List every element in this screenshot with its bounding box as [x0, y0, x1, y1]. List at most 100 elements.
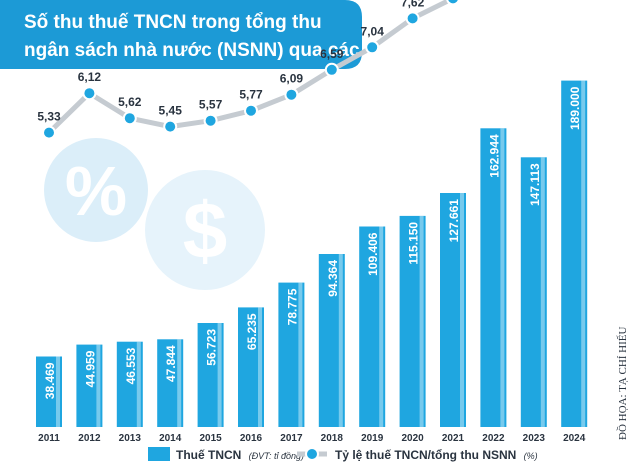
bar-2013: 46.553 [116, 341, 143, 427]
bar-2015: 56.723 [197, 323, 224, 427]
bar-highlight [379, 226, 384, 427]
bar-highlight [581, 80, 586, 427]
bar-2020: 115.150 [399, 215, 426, 427]
legend-line-entry: Tỷ lệ thuế TNCN/tổng thu NSNN (%) [335, 448, 538, 462]
bar-highlight [217, 323, 222, 427]
bar-2011: 38.469 [36, 356, 62, 427]
bar-value-label: 65.235 [245, 313, 259, 350]
bar-highlight [136, 341, 141, 427]
rate-value-label: 5,33 [37, 110, 61, 124]
year-label: 2011 [38, 433, 60, 444]
title-box: Số thu thuế TNCN trong tổng thu ngân sác… [0, 0, 404, 69]
bar-2014: 47.844 [157, 339, 184, 427]
bar-highlight [96, 344, 101, 427]
bar-highlight [298, 282, 303, 427]
rate-value-label: 6,09 [280, 72, 304, 86]
year-label: 2022 [482, 433, 505, 444]
year-label: 2018 [321, 433, 344, 444]
rate-value-label: 7,04 [361, 24, 385, 38]
legend-bar-swatch [148, 447, 170, 461]
rate-marker [284, 87, 299, 102]
year-label: 2019 [361, 433, 384, 444]
bar-2022: 162.944 [480, 128, 507, 428]
dollar-coin-icon [145, 170, 265, 290]
bar-value-label: 56.723 [205, 329, 219, 366]
bar-series: 38.469 44.959 46.553 47.844 56.723 65.235 78.7… [36, 80, 588, 428]
rate-point-2014: 5,45 [159, 104, 183, 134]
rate-value-label: 7,62 [401, 0, 425, 9]
rate-marker [122, 111, 137, 126]
bar-2024: 189.000 [561, 80, 588, 427]
rate-marker [405, 11, 420, 26]
legend-bar-unit: (ĐVT: tỉ đồng) [249, 451, 304, 461]
bar-value-label: 38.469 [43, 362, 57, 399]
bar-highlight [56, 356, 60, 427]
year-label: 2014 [159, 433, 182, 444]
bar-value-label: 189.000 [568, 86, 582, 130]
bar-2021: 127.661 [440, 193, 466, 427]
bar-2017: 78.775 [278, 282, 305, 427]
bar-value-label: 115.150 [407, 222, 421, 265]
rate-marker [244, 103, 258, 118]
bar-value-label: 127.661 [447, 199, 461, 243]
bar-2018: 94.364 [318, 254, 345, 427]
rate-marker [324, 62, 339, 77]
rate-point-2013: 5,62 [118, 95, 142, 126]
bar-value-label: 94.364 [326, 260, 340, 297]
bar-highlight [540, 157, 545, 428]
bar-2019: 109.406 [359, 226, 386, 427]
legend-bar-entry: Thuế TNCN (ĐVT: tỉ đồng) [176, 448, 304, 462]
rate-point-2018: 6,59 [320, 47, 344, 77]
legend-bar-label: Thuế TNCN [176, 448, 241, 462]
rate-marker [203, 113, 218, 128]
percent-symbol-icon: % [65, 152, 127, 230]
rate-point-2012: 6,12 [78, 70, 102, 101]
bar-highlight [338, 254, 343, 427]
rate-value-label: 5,45 [159, 104, 183, 118]
rate-point-2019: 7,04 [361, 24, 385, 55]
year-label: 2013 [119, 433, 142, 444]
title-background [0, 0, 362, 69]
year-label: 2024 [563, 433, 586, 444]
percent-coin-icon [44, 138, 148, 242]
rate-value-label: 5,57 [199, 98, 223, 112]
title-line-1: Số thu thuế TNCN trong tổng thu [24, 12, 322, 33]
rate-point-2016: 5,77 [239, 88, 263, 118]
rate-value-label: 6,12 [78, 70, 102, 84]
year-label: 2023 [523, 433, 546, 444]
rate-marker [365, 40, 380, 55]
bar-highlight [177, 339, 182, 427]
bar-value-label: 147.113 [528, 163, 542, 206]
rate-value-label: 5,77 [239, 88, 263, 102]
rate-point-2017: 6,09 [280, 72, 304, 102]
legend: Thuế TNCN (ĐVT: tỉ đồng) Tỷ lệ thuế TNCN… [148, 447, 538, 462]
legend-line-marker [305, 447, 319, 461]
bar-value-label: 47.844 [164, 345, 178, 382]
bar-value-label: 78.775 [285, 288, 299, 325]
rate-point-2011: 5,33 [37, 110, 61, 140]
bar-highlight [258, 307, 262, 427]
graphic-credit: ĐỒ HỌA: TẠ CHÍ HIẾU [616, 326, 629, 440]
year-label: 2015 [199, 433, 222, 444]
bar-value-label: 46.553 [124, 347, 138, 384]
bar-highlight [460, 193, 464, 427]
rate-marker [163, 119, 178, 134]
rate-value-label: 5,62 [118, 95, 142, 109]
rate-point-2020: 7,62 [401, 0, 425, 26]
bar-highlight [419, 215, 424, 427]
bar-highlight [500, 128, 505, 428]
year-label: 2021 [442, 433, 465, 444]
legend-line-label: Tỷ lệ thuế TNCN/tổng thu NSNN [335, 448, 516, 462]
line-series: 5,33 6,12 5,62 5,45 5,57 5,77 6,09 6,59 7,04 7,62… [37, 0, 460, 140]
bar-2012: 44.959 [76, 344, 103, 427]
rate-marker [446, 0, 460, 6]
year-label: 2012 [78, 433, 101, 444]
year-label: 2016 [240, 433, 263, 444]
year-label: 2017 [280, 433, 303, 444]
dollar-symbol-icon: $ [183, 186, 228, 275]
bar-value-label: 44.959 [83, 350, 97, 387]
year-label: 2020 [401, 433, 424, 444]
rate-marker [82, 86, 97, 101]
bar-2023: 147.113 [520, 157, 547, 428]
